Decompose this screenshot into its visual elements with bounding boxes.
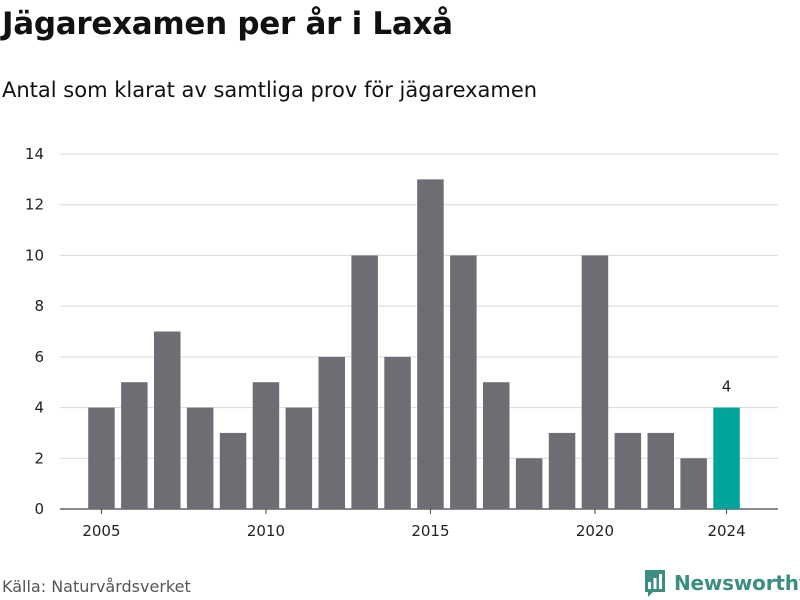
x-axis-ticks: 2005 2010 2015 2020 2024 [82,509,746,540]
bar-2007 [154,331,181,509]
bar-2008 [186,407,214,509]
x-tick-label: 2015 [411,522,449,540]
bar-2014 [384,356,411,509]
bar-2018 [515,458,543,509]
bar-2009 [219,432,247,509]
bar-2020 [581,255,609,509]
x-tick-label: 2005 [82,522,120,540]
bar-2015 [417,179,444,509]
bar-2005 [88,407,115,509]
chart-title: Jägarexamen per år i Laxå [2,6,453,42]
newsworthy-logo-text: Newsworthy [674,571,800,595]
bar-2024 [713,407,740,509]
y-tick-label: 8 [34,297,44,315]
y-tick-label: 0 [34,500,44,518]
x-tick-label: 2010 [247,522,285,540]
x-tick-label: 2024 [707,522,745,540]
bar-2021 [614,432,642,509]
newsworthy-logo: Newsworthy [643,568,800,598]
bars [88,179,740,509]
bar-2012 [318,356,345,509]
y-tick-label: 4 [34,399,44,417]
bar-2022 [647,432,674,509]
bar-2010 [252,382,280,509]
y-tick-label: 10 [25,246,44,264]
y-tick-label: 6 [34,348,44,366]
y-tick-label: 12 [25,196,44,214]
bar-2013 [351,255,378,509]
chart-subtitle: Antal som klarat av samtliga prov för jä… [2,78,538,102]
y-tick-label: 14 [25,145,44,163]
bar-2006 [121,382,148,509]
newsworthy-logo-icon [645,570,665,597]
x-tick-label: 2020 [576,522,614,540]
bar-2023 [680,458,707,509]
y-tick-label: 2 [34,449,44,467]
bar-2017 [483,382,510,509]
bar-2019 [548,432,576,509]
source-note: Källa: Naturvårdsverket [2,577,191,596]
bar-2011 [285,407,313,509]
data-label-2024: 4 [722,378,732,396]
y-axis-ticks: 0 2 4 6 8 10 12 14 [25,145,44,518]
bar-chart: 0 2 4 6 8 10 12 14 2005 2010 2015 2020 2024 4 [25,145,778,540]
data-labels: 4 [722,378,732,396]
bar-2016 [450,255,477,509]
